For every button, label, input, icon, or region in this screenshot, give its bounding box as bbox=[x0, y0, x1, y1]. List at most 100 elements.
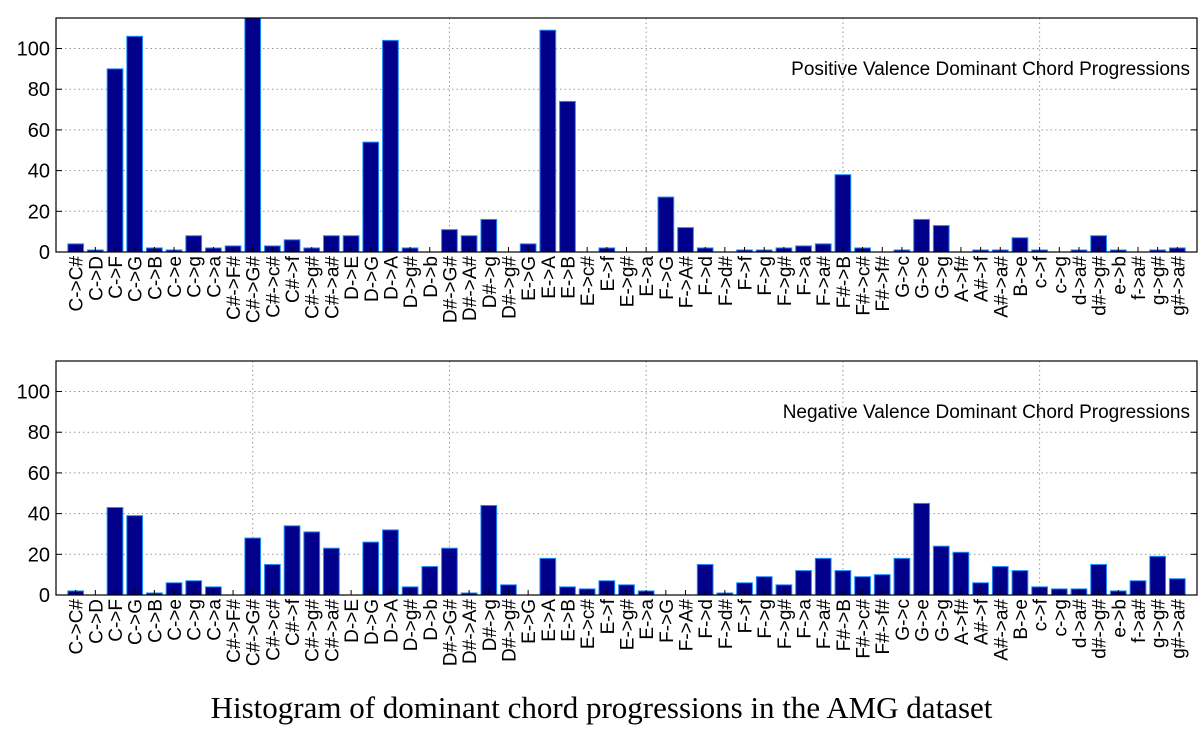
x-tick-label: E->f bbox=[598, 598, 619, 634]
x-tick-label: e->b bbox=[1109, 256, 1130, 295]
x-tick-label: F->a# bbox=[814, 599, 835, 650]
x-tick-label: D->g# bbox=[401, 256, 422, 309]
x-tick-label: G->c bbox=[893, 599, 914, 641]
x-tick-label: F->G bbox=[657, 599, 678, 643]
axes-frame bbox=[55, 17, 1198, 253]
x-tick-label: G->g bbox=[932, 256, 953, 299]
x-tick-label: E->G bbox=[519, 256, 540, 301]
x-tick-label: C->D bbox=[86, 256, 107, 301]
chart-title: Negative Valence Dominant Chord Progress… bbox=[783, 402, 1190, 423]
x-tick-label: G->e bbox=[913, 599, 934, 642]
x-tick-label: C->F bbox=[106, 256, 127, 299]
y-tick-label: 80 bbox=[28, 422, 50, 444]
axes-frame bbox=[55, 360, 1198, 596]
x-tick-label: C#->f bbox=[283, 598, 304, 646]
y-tick-label: 40 bbox=[28, 161, 50, 183]
figure-caption: Histogram of dominant chord progressions… bbox=[210, 690, 993, 725]
x-tick-label: E->a bbox=[637, 256, 658, 297]
x-tick-label: D#->A# bbox=[460, 599, 481, 664]
y-tick-label: 40 bbox=[28, 504, 50, 526]
x-tick-label: C->g bbox=[185, 599, 206, 641]
bar-g->g# bbox=[1149, 555, 1167, 596]
x-tick-label: F#->c# bbox=[854, 256, 875, 316]
x-tick-label: E->B bbox=[558, 256, 579, 299]
x-tick-label: F->f bbox=[736, 598, 757, 633]
bar-D#->g bbox=[480, 504, 498, 596]
x-tick-label: D->E bbox=[342, 256, 363, 300]
x-tick-label: C#->a# bbox=[322, 599, 343, 662]
x-tick-label: E->B bbox=[558, 599, 579, 642]
bar-D->G bbox=[362, 141, 380, 253]
x-tick-label: F->a bbox=[795, 256, 816, 296]
x-tick-label: F->d bbox=[696, 599, 717, 639]
x-tick-label: F->g# bbox=[775, 599, 796, 650]
x-tick-label: C->B bbox=[145, 256, 166, 300]
bar-F->a# bbox=[814, 557, 832, 596]
x-tick-label: F#->f# bbox=[873, 256, 894, 312]
x-tick-label: B->e bbox=[1011, 256, 1032, 297]
x-tick-label: C->e bbox=[165, 599, 186, 641]
x-tick-label: B->e bbox=[1011, 599, 1032, 640]
x-tick-label: F->a bbox=[795, 599, 816, 639]
x-tick-label: E->c# bbox=[578, 256, 599, 307]
x-tick-label: F->A# bbox=[677, 599, 698, 652]
x-tick-label: F#->f# bbox=[873, 599, 894, 655]
x-tick-label: C->B bbox=[145, 599, 166, 643]
bar-E->A bbox=[539, 557, 557, 596]
bar-D->A bbox=[382, 529, 399, 596]
bar-C#->a# bbox=[323, 547, 340, 596]
chart-title: Positive Valence Dominant Chord Progress… bbox=[791, 59, 1190, 80]
x-tick-label: F#->c# bbox=[854, 599, 875, 659]
x-tick-label: G->c bbox=[893, 256, 914, 298]
bar-C#->G# bbox=[244, 17, 262, 253]
x-tick-label: c->g bbox=[1050, 599, 1071, 637]
x-tick-label: D#->g bbox=[480, 599, 501, 651]
x-tick-label: C#->G# bbox=[244, 256, 265, 323]
bar-D#->G# bbox=[441, 547, 458, 596]
bar-F->G bbox=[657, 196, 675, 253]
x-tick-label: D->G bbox=[362, 256, 383, 302]
y-tick-label: 60 bbox=[28, 463, 50, 485]
x-tick-label: C->a bbox=[204, 599, 225, 641]
x-tick-label: F#->B bbox=[834, 256, 855, 308]
x-tick-label: C->e bbox=[165, 256, 186, 298]
x-tick-label: C#->f bbox=[283, 255, 304, 303]
x-tick-label: A#->a# bbox=[991, 256, 1012, 318]
x-tick-label: g->g# bbox=[1149, 599, 1170, 649]
bar-C#->G# bbox=[244, 537, 262, 596]
x-tick-label: C#->c# bbox=[263, 599, 284, 661]
x-tick-label: D->E bbox=[342, 599, 363, 643]
x-tick-label: C->F bbox=[106, 599, 127, 642]
x-tick-label: d#->g# bbox=[1090, 599, 1111, 659]
x-tick-label: f->a# bbox=[1129, 599, 1150, 643]
x-tick-label: d->a# bbox=[1070, 599, 1091, 649]
x-tick-label: D#->g# bbox=[499, 256, 520, 319]
bar-E->B bbox=[559, 100, 576, 253]
x-tick-label: F->A# bbox=[677, 256, 698, 309]
x-tick-label: E->a bbox=[637, 599, 658, 640]
x-tick-label: E->A bbox=[539, 599, 560, 642]
x-tick-label: D#->A# bbox=[460, 256, 481, 321]
x-tick-label: g->g# bbox=[1149, 256, 1170, 306]
y-tick-label: 20 bbox=[28, 201, 50, 223]
x-tick-label: F->g bbox=[755, 256, 776, 296]
bar-F#->B bbox=[834, 174, 852, 253]
y-tick-label: 0 bbox=[39, 585, 50, 607]
x-tick-label: F->G bbox=[657, 256, 678, 300]
x-tick-label: c->f bbox=[1031, 598, 1052, 631]
x-tick-label: D->A bbox=[381, 599, 402, 643]
x-tick-label: D->G bbox=[362, 599, 383, 645]
x-tick-label: E->G bbox=[519, 599, 540, 644]
y-tick-label: 100 bbox=[17, 39, 50, 61]
bar-G->c bbox=[893, 557, 911, 596]
x-tick-label: C->C# bbox=[67, 256, 88, 312]
x-tick-label: e->b bbox=[1109, 599, 1130, 638]
x-tick-label: D#->G# bbox=[440, 599, 461, 666]
x-tick-label: G->g bbox=[932, 599, 953, 642]
x-tick-label: A->f# bbox=[952, 599, 973, 645]
y-tick-label: 60 bbox=[28, 120, 50, 142]
bar-E->A bbox=[539, 29, 557, 253]
x-tick-label: E->g# bbox=[618, 256, 639, 308]
x-tick-label: D->b bbox=[421, 256, 442, 298]
